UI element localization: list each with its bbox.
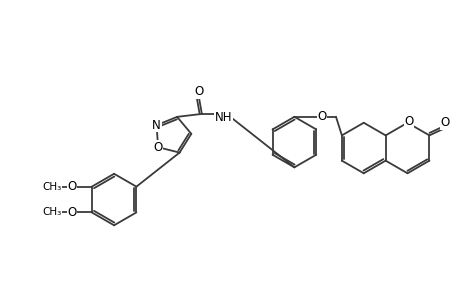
Text: O: O (67, 206, 76, 219)
Text: CH₃: CH₃ (42, 182, 61, 192)
Text: NH: NH (214, 111, 232, 124)
Text: CH₃: CH₃ (42, 207, 61, 218)
Text: O: O (440, 116, 449, 129)
Text: O: O (403, 115, 413, 128)
Text: O: O (67, 180, 76, 193)
Text: O: O (153, 141, 162, 154)
Text: O: O (317, 110, 326, 123)
Text: N: N (152, 119, 161, 132)
Text: O: O (194, 85, 203, 98)
